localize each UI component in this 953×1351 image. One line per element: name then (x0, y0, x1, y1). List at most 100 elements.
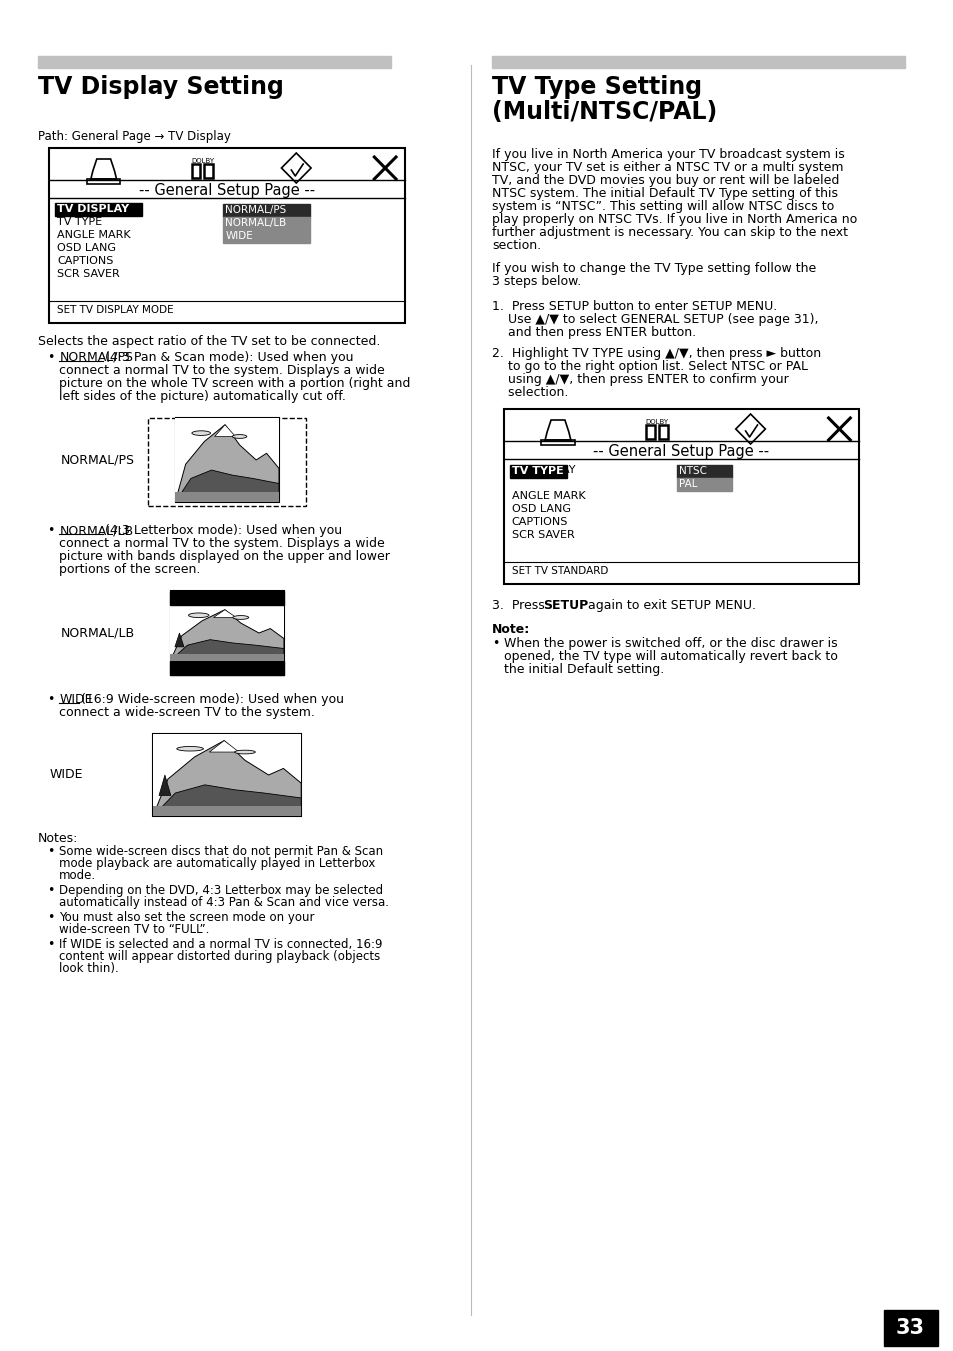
Text: connect a wide-screen TV to the system.: connect a wide-screen TV to the system. (59, 707, 314, 719)
Polygon shape (175, 470, 278, 503)
Text: further adjustment is necessary. You can skip to the next: further adjustment is necessary. You can… (492, 226, 847, 239)
Text: and then press ENTER button.: and then press ENTER button. (492, 326, 695, 339)
Ellipse shape (189, 613, 209, 617)
Ellipse shape (192, 431, 211, 435)
Polygon shape (171, 609, 284, 661)
Text: TV DISPLAY: TV DISPLAY (511, 465, 575, 476)
Text: DOLBY: DOLBY (644, 419, 668, 426)
Text: (4:3 Pan & Scan mode): Used when you: (4:3 Pan & Scan mode): Used when you (105, 351, 354, 363)
Text: 1.  Press SETUP button to enter SETUP MENU.: 1. Press SETUP button to enter SETUP MEN… (492, 300, 777, 313)
Text: NORMAL/LB: NORMAL/LB (59, 524, 133, 536)
Text: OSD LANG: OSD LANG (57, 243, 116, 253)
Text: Selects the aspect ratio of the TV set to be connected.: Selects the aspect ratio of the TV set t… (37, 335, 379, 349)
Polygon shape (175, 492, 278, 503)
Text: SET TV STANDARD: SET TV STANDARD (511, 566, 607, 576)
Bar (509, 465, 566, 478)
Text: left sides of the picture) automatically cut off.: left sides of the picture) automatically… (59, 390, 346, 403)
Bar (223, 204, 310, 218)
Text: 2.  Highlight TV TYPE using ▲/▼, then press ► button: 2. Highlight TV TYPE using ▲/▼, then pre… (492, 347, 821, 359)
Text: NORMAL/PS: NORMAL/PS (59, 351, 133, 363)
Polygon shape (152, 807, 301, 816)
Bar (175, 417, 278, 503)
Text: picture on the whole TV screen with a portion (right and: picture on the whole TV screen with a po… (59, 377, 410, 390)
Text: •: • (492, 638, 498, 650)
Text: CAPTIONS: CAPTIONS (511, 517, 567, 527)
Text: NTSC system. The initial Default TV Type setting of this: NTSC system. The initial Default TV Type… (492, 186, 837, 200)
Text: NORMAL/PS: NORMAL/PS (61, 454, 135, 466)
Bar (223, 230, 310, 243)
Polygon shape (209, 740, 239, 753)
Text: mode.: mode. (59, 869, 96, 882)
Text: connect a normal TV to the system. Displays a wide: connect a normal TV to the system. Displ… (59, 363, 385, 377)
Text: selection.: selection. (492, 386, 568, 399)
Text: 3.  Press: 3. Press (492, 598, 548, 612)
Text: You must also set the screen mode on your: You must also set the screen mode on you… (59, 911, 314, 924)
Text: NORMAL/LB: NORMAL/LB (61, 627, 135, 639)
Text: section.: section. (492, 239, 540, 253)
Bar (645, 426, 654, 439)
Bar (171, 590, 284, 676)
Text: content will appear distorted during playback (objects: content will appear distorted during pla… (59, 950, 380, 963)
Bar (192, 163, 200, 178)
Text: (16:9 Wide-screen mode): Used when you: (16:9 Wide-screen mode): Used when you (81, 693, 343, 707)
Polygon shape (171, 654, 284, 661)
Text: play properly on NTSC TVs. If you live in North America no: play properly on NTSC TVs. If you live i… (492, 213, 856, 226)
Text: TV DISPLAY: TV DISPLAY (57, 204, 130, 213)
Text: PAL: PAL (679, 480, 698, 489)
Polygon shape (171, 639, 284, 661)
Text: NTSC, your TV set is either a NTSC TV or a multi system: NTSC, your TV set is either a NTSC TV or… (492, 161, 842, 174)
Text: using ▲/▼, then press ENTER to confirm your: using ▲/▼, then press ENTER to confirm y… (492, 373, 788, 386)
Text: NTSC: NTSC (679, 466, 707, 476)
Bar (55, 203, 142, 216)
Text: 33: 33 (895, 1319, 924, 1337)
Text: •: • (48, 938, 54, 951)
Text: WIDE: WIDE (225, 231, 253, 240)
Text: NORMAL/LB: NORMAL/LB (225, 218, 286, 228)
Text: TV Display Setting: TV Display Setting (37, 76, 283, 99)
Text: ANGLE MARK: ANGLE MARK (511, 490, 584, 501)
Text: TV TYPE: TV TYPE (57, 218, 102, 227)
Bar (171, 590, 284, 605)
Text: automatically instead of 4:3 Pan & Scan and vice versa.: automatically instead of 4:3 Pan & Scan … (59, 896, 389, 909)
Text: 3 steps below.: 3 steps below. (492, 276, 580, 288)
Text: CAPTIONS: CAPTIONS (57, 255, 113, 266)
Ellipse shape (234, 750, 255, 754)
Text: opened, the TV type will automatically revert back to: opened, the TV type will automatically r… (503, 650, 837, 663)
Bar (883, 1310, 937, 1346)
Text: again to exit SETUP MENU.: again to exit SETUP MENU. (583, 598, 755, 612)
Bar (171, 661, 284, 676)
Polygon shape (175, 424, 278, 503)
Text: Some wide-screen discs that do not permit Pan & Scan: Some wide-screen discs that do not permi… (59, 844, 383, 858)
Text: Path: General Page → TV Display: Path: General Page → TV Display (37, 130, 231, 143)
Text: -- General Setup Page --: -- General Setup Page -- (593, 444, 769, 459)
Polygon shape (214, 424, 235, 436)
Text: If you live in North America your TV broadcast system is: If you live in North America your TV bro… (492, 149, 843, 161)
Text: If you wish to change the TV Type setting follow the: If you wish to change the TV Type settin… (492, 262, 815, 276)
Text: •: • (48, 911, 54, 924)
Text: SCR SAVER: SCR SAVER (57, 269, 120, 280)
Text: •: • (48, 524, 54, 536)
Bar (677, 478, 731, 490)
Text: TV TYPE: TV TYPE (511, 466, 562, 476)
Text: ANGLE MARK: ANGLE MARK (57, 230, 131, 240)
Text: -- General Setup Page --: -- General Setup Page -- (139, 182, 314, 199)
Polygon shape (159, 775, 171, 796)
Text: •: • (48, 351, 54, 363)
Text: Note:: Note: (492, 623, 530, 636)
Text: picture with bands displayed on the upper and lower: picture with bands displayed on the uppe… (59, 550, 390, 563)
Text: Use ▲/▼ to select GENERAL SETUP (see page 31),: Use ▲/▼ to select GENERAL SETUP (see pag… (492, 313, 818, 326)
Text: the initial Default setting.: the initial Default setting. (503, 663, 663, 676)
Text: system is “NTSC”. This setting will allow NTSC discs to: system is “NTSC”. This setting will allo… (492, 200, 833, 213)
Text: SET TV DISPLAY MODE: SET TV DISPLAY MODE (57, 305, 173, 315)
Text: Notes:: Notes: (37, 832, 78, 844)
Text: When the power is switched off, or the disc drawer is: When the power is switched off, or the d… (503, 638, 837, 650)
Text: wide-screen TV to “FULL”.: wide-screen TV to “FULL”. (59, 923, 210, 936)
Text: •: • (48, 693, 54, 707)
Text: Depending on the DVD, 4:3 Letterbox may be selected: Depending on the DVD, 4:3 Letterbox may … (59, 884, 383, 897)
Text: portions of the screen.: portions of the screen. (59, 563, 200, 576)
Text: DOLBY: DOLBY (191, 158, 213, 163)
Bar (658, 426, 667, 439)
Text: NORMAL/PS: NORMAL/PS (225, 205, 286, 215)
Text: •: • (48, 884, 54, 897)
Ellipse shape (176, 747, 203, 751)
